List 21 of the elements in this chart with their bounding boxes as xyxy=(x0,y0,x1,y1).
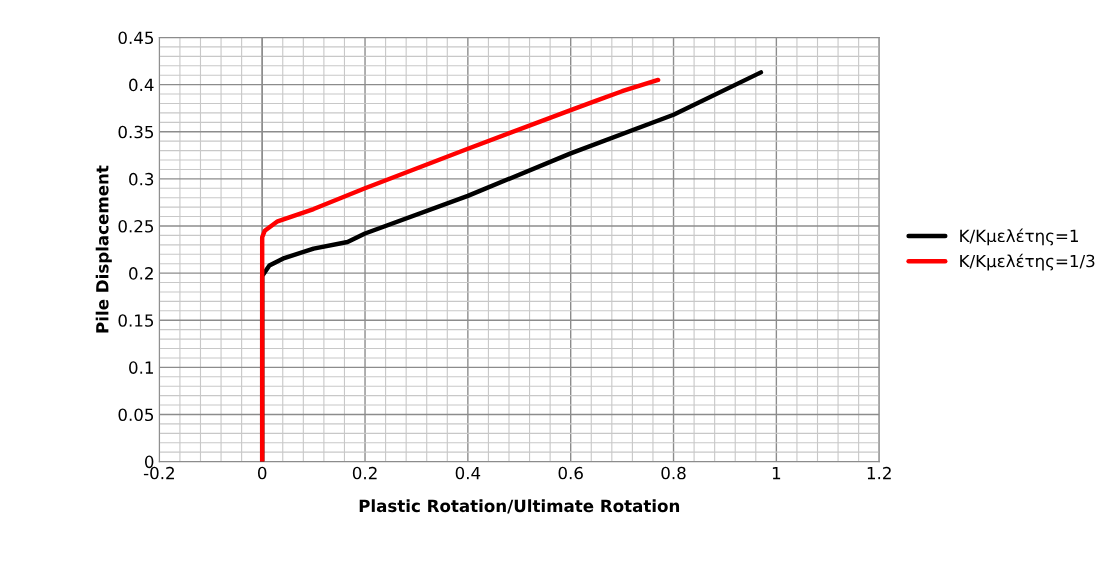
line-series xyxy=(259,77,661,462)
x-tick-label: 0.2 xyxy=(352,466,377,480)
y-tick-label: 0.05 xyxy=(118,408,154,422)
legend-label: Κ/Κμελέτης=1 xyxy=(960,228,1078,246)
x-axis-title: Plastic Rotation/Ultimate Rotation xyxy=(359,499,680,514)
y-axis-title: Pile Displacement xyxy=(95,165,112,333)
legend-label: Κ/Κμελέτης=1/3 xyxy=(960,253,1095,271)
x-tick-label: 0.8 xyxy=(661,466,686,480)
y-tick-label: 0.35 xyxy=(118,125,154,139)
y-tick-label: 0.25 xyxy=(118,219,154,233)
y-tick-label: 0.1 xyxy=(129,361,153,374)
x-tick-label: 0.4 xyxy=(455,466,481,480)
y-tick-label: 0.45 xyxy=(118,31,154,45)
y-tick-label: 0.15 xyxy=(118,314,154,327)
x-tick-label: 0.6 xyxy=(558,466,583,480)
y-tick-label: 0.3 xyxy=(129,172,154,186)
x-tick-label: 0 xyxy=(257,466,267,480)
x-tick-label: 1 xyxy=(772,466,781,480)
y-tick-label: 0.2 xyxy=(129,267,153,280)
y-tick-label: 0.4 xyxy=(129,78,154,92)
x-tick-label: 1.2 xyxy=(867,466,891,480)
